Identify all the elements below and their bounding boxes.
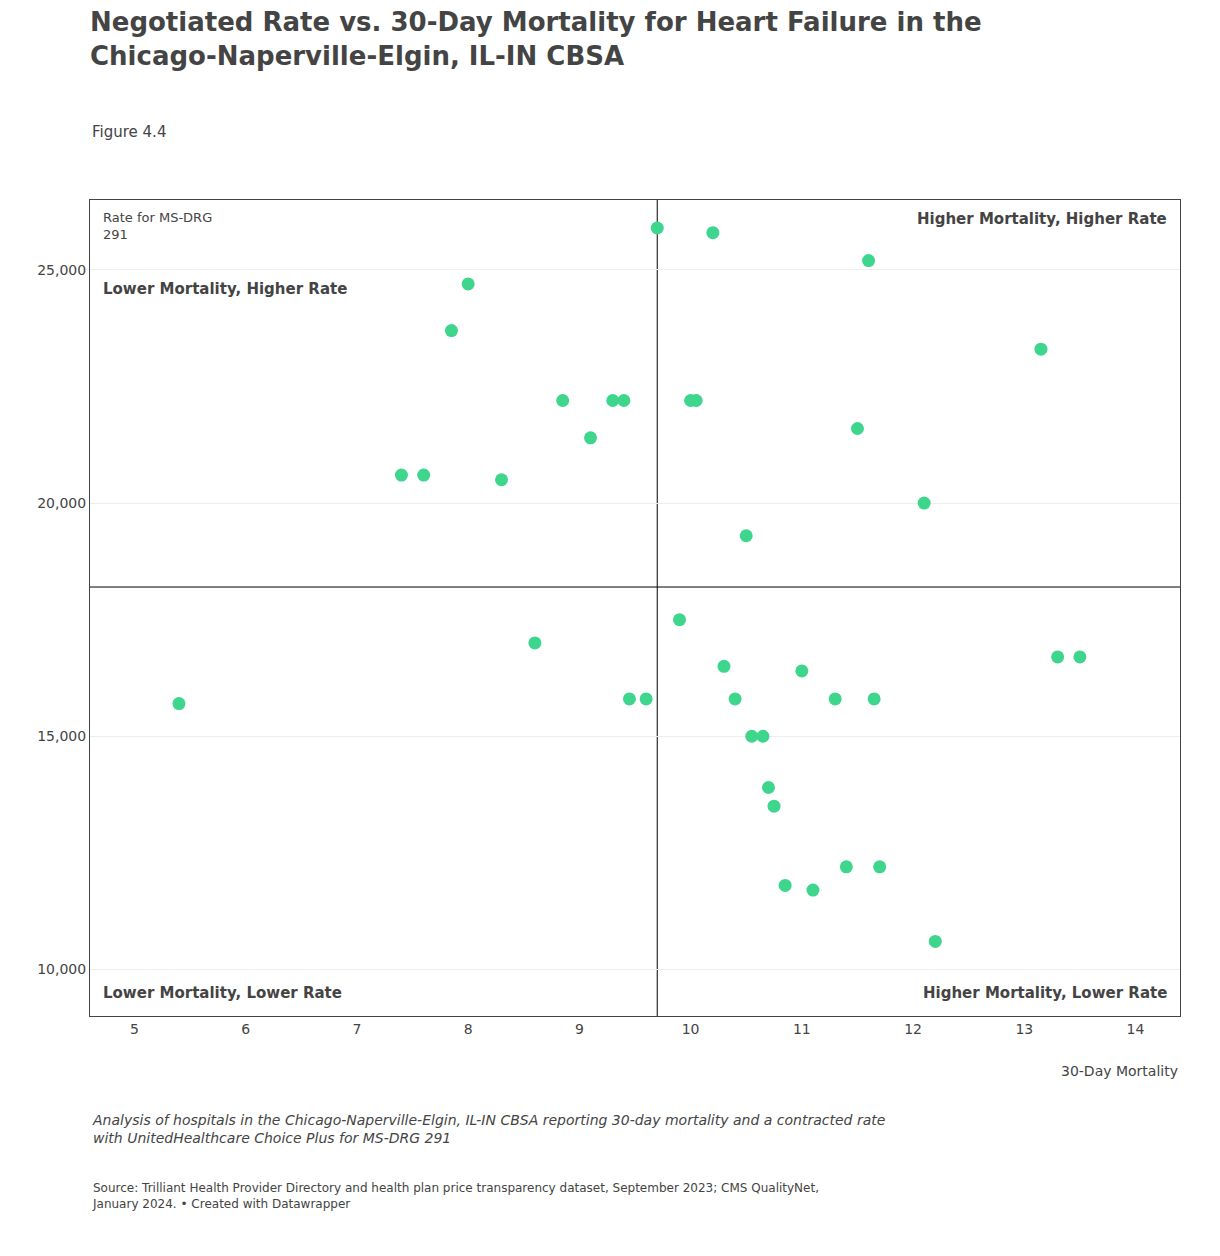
svg-text:Analysis of hospitals in the C: Analysis of hospitals in the Chicago-Nap… (92, 1112, 885, 1146)
svg-text:30-Day Mortality: 30-Day Mortality (1061, 1063, 1178, 1079)
svg-text:25,000: 25,000 (37, 262, 86, 278)
svg-text:7: 7 (352, 1021, 361, 1037)
svg-text:Figure 4.4: Figure 4.4 (92, 123, 166, 141)
svg-text:Lower Mortality, Higher Rate: Lower Mortality, Higher Rate (103, 280, 347, 298)
svg-text:12: 12 (904, 1021, 922, 1037)
svg-text:Source: Trilliant Health Provi: Source: Trilliant Health Provider Direct… (92, 1181, 819, 1211)
svg-text:6: 6 (241, 1021, 250, 1037)
svg-text:9: 9 (575, 1021, 584, 1037)
svg-text:5: 5 (130, 1021, 139, 1037)
svg-text:20,000: 20,000 (37, 495, 86, 511)
svg-text:10: 10 (682, 1021, 700, 1037)
svg-text:10,000: 10,000 (37, 961, 86, 977)
svg-text:15,000: 15,000 (37, 728, 86, 744)
svg-text:Higher Mortality, Lower Rate: Higher Mortality, Lower Rate (923, 984, 1167, 1002)
svg-text:11: 11 (793, 1021, 811, 1037)
svg-text:Higher Mortality, Higher Rate: Higher Mortality, Higher Rate (917, 210, 1167, 228)
svg-text:8: 8 (464, 1021, 473, 1037)
svg-text:Lower Mortality, Lower Rate: Lower Mortality, Lower Rate (103, 984, 342, 1002)
svg-text:Rate for MS-DRG291: Rate for MS-DRG291 (103, 210, 212, 242)
svg-text:14: 14 (1127, 1021, 1145, 1037)
svg-text:13: 13 (1015, 1021, 1033, 1037)
svg-text:Negotiated Rate vs. 30-Day Mor: Negotiated Rate vs. 30-Day Mortality for… (90, 7, 982, 71)
